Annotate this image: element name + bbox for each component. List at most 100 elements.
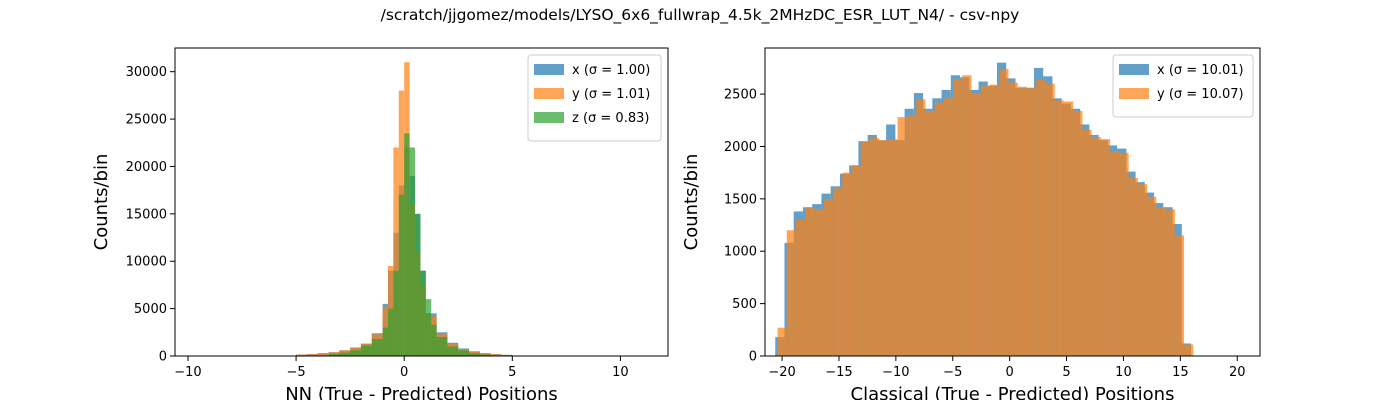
panel-classical: −20 −15 −10 −5 0 5 10 15 20 0 500 1000 1500 2000 2500… [681, 47, 1261, 400]
classical-legend-swatch-x [1119, 64, 1149, 75]
nn-xtick-label: 5 [508, 365, 516, 380]
nn-bar-z-0 [328, 354, 340, 356]
classical-xtick-label: −10 [882, 365, 909, 380]
nn-bar-z-7 [393, 270, 399, 356]
nn-yaxis-ticks: 0 5000 10000 15000 20000 25000 30000 [126, 65, 175, 365]
classical-bar-y-21 [971, 93, 981, 357]
nn-legend: x (σ = 1.00) y (σ = 1.01) z (σ = 0.83) [527, 54, 662, 142]
nn-bar-z-14 [431, 324, 437, 356]
classical-bar-y-9 [860, 141, 870, 356]
nn-xaxis-ticks: −10 −5 0 5 10 [174, 356, 629, 380]
nn-bar-z-3 [360, 345, 372, 356]
classical-xtick-label: −15 [825, 365, 852, 380]
nn-legend-label-x: x (σ = 1.00) [572, 63, 650, 78]
nn-axes-frame [174, 47, 669, 357]
nn-bar-y-1 [306, 354, 318, 356]
panel-nn: −10 −5 0 5 10 0 5000 10000 15000 20000 25000 30000… [91, 47, 669, 400]
classical-bar-y-4 [814, 209, 824, 356]
classical-bar-y-41 [1156, 207, 1166, 356]
classical-xtick-label: 5 [1062, 365, 1070, 380]
nn-ytick-label: 30000 [126, 65, 167, 80]
nn-bar-z-18 [469, 353, 480, 356]
nn-ytick-label: 20000 [126, 160, 167, 175]
nn-bar-z-16 [447, 346, 459, 356]
classical-ytick-label: 500 [732, 297, 757, 312]
nn-ytick-label: 0 [159, 350, 167, 365]
nn-ytick-label: 10000 [126, 255, 167, 270]
nn-bar-z-10 [409, 147, 416, 356]
classical-bar-y-7 [842, 172, 852, 356]
classical-bar-y-17 [934, 102, 944, 356]
classical-bar-y-5 [823, 198, 833, 356]
classical-bar-y-28 [1036, 79, 1046, 356]
classical-bar-y-16 [925, 110, 935, 356]
classical-bar-y-27 [1026, 87, 1037, 357]
classical-bar-y-22 [980, 85, 991, 356]
classical-xtick-label: 10 [1115, 365, 1132, 380]
classical-xtick-label: 15 [1172, 365, 1189, 380]
nn-legend-swatch-y [534, 88, 564, 99]
classical-bar-y-29 [1045, 83, 1055, 356]
nn-xtick-label: 10 [612, 365, 629, 380]
classical-bar-y-6 [832, 188, 843, 356]
classical-legend-label-y: y (σ = 10.07) [1157, 87, 1244, 102]
classical-bar-y-10 [869, 138, 880, 356]
nn-xtick-label: −10 [174, 365, 201, 380]
nn-bar-z-17 [458, 350, 470, 356]
classical-bar-y-36 [1110, 151, 1120, 356]
classical-ylabel: Counts/bin [681, 154, 702, 251]
classical-bar-y-32 [1073, 110, 1083, 356]
classical-bar-y-25 [1008, 82, 1018, 357]
classical-histogram-bars [775, 62, 1194, 357]
classical-bar-y-33 [1082, 129, 1092, 356]
classical-legend: x (σ = 10.01) y (σ = 10.07) [1112, 54, 1254, 118]
classical-bar-y-30 [1054, 100, 1064, 356]
classical-bar-y-12 [888, 139, 898, 356]
classical-bar-y-0 [777, 327, 787, 356]
nn-bar-z-12 [420, 270, 426, 356]
classical-yaxis-ticks: 0 500 1000 1500 2000 2500 [724, 88, 765, 365]
classical-bar-y-31 [1063, 101, 1074, 356]
classical-xtick-label: −20 [768, 365, 795, 380]
nn-bar-z-15 [436, 337, 448, 356]
nn-ytick-label: 15000 [126, 207, 167, 222]
classical-xtick-label: 20 [1229, 365, 1246, 380]
classical-xlabel: Classical (True - Predicted) Positions [851, 384, 1175, 400]
classical-bar-y-42 [1165, 209, 1175, 356]
nn-xtick-label: 0 [400, 365, 408, 380]
classical-bar-y-2 [795, 219, 806, 356]
nn-bar-z-2 [350, 350, 361, 356]
nn-histogram-bars [296, 62, 513, 357]
classical-legend-label-x: x (σ = 10.01) [1157, 63, 1244, 78]
figure-suptitle: /scratch/jjgomez/models/LYSO_6x6_fullwra… [381, 6, 1020, 25]
nn-bar-z-8 [398, 194, 405, 356]
classical-bar-y-1 [786, 230, 796, 356]
nn-bar-y-23 [501, 354, 513, 356]
nn-xtick-label: −5 [287, 365, 306, 380]
classical-xtick-label: −5 [943, 365, 962, 380]
classical-bar-y-13 [897, 117, 907, 357]
nn-legend-swatch-x [534, 64, 564, 75]
classical-ytick-label: 1500 [724, 192, 757, 207]
nn-bar-z-5 [382, 327, 388, 356]
nn-bar-z-1 [339, 352, 351, 356]
nn-xlabel: NN (True - Predicted) Positions [285, 384, 558, 400]
classical-bar-y-11 [879, 140, 889, 356]
nn-bar-z-19 [479, 354, 491, 356]
classical-bar-y-19 [953, 79, 963, 356]
classical-bar-y-15 [916, 99, 926, 356]
nn-legend-label-y: y (σ = 1.01) [572, 87, 650, 102]
nn-bar-z-6 [387, 308, 394, 356]
nn-bar-z-13 [425, 299, 432, 356]
classical-bar-y-20 [962, 75, 972, 356]
classical-bar-y-35 [1100, 139, 1111, 356]
nn-bar-y-0 [296, 354, 307, 356]
nn-ylabel: Counts/bin [91, 154, 112, 251]
classical-bar-y-3 [805, 207, 815, 356]
classical-bar-y-24 [999, 68, 1009, 356]
classical-ytick-label: 2500 [724, 88, 757, 103]
classical-bar-y-39 [1137, 184, 1148, 356]
nn-bar-y-10 [393, 147, 399, 356]
classical-legend-swatch-y [1119, 88, 1149, 99]
